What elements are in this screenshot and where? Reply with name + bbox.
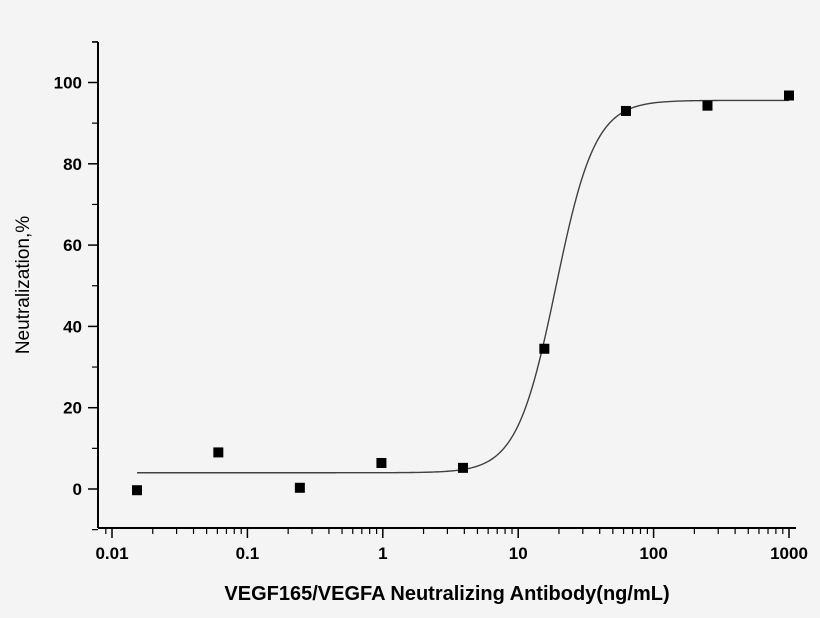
x-tick-label: 0.1	[236, 544, 260, 563]
fit-curve	[137, 99, 789, 474]
x-axis-label: VEGF165/VEGFA Neutralizing Antibody(ng/m…	[224, 583, 669, 605]
x-tick-label: 1000	[770, 544, 808, 563]
y-tick-label: 0	[73, 480, 82, 499]
y-tick-label: 20	[63, 399, 82, 418]
x-tick-label: 10	[509, 544, 528, 563]
data-point	[213, 447, 224, 458]
y-tick-label: 40	[63, 317, 82, 336]
data-point	[132, 485, 143, 496]
data-point	[702, 100, 713, 111]
x-tick-label: 0.01	[95, 544, 128, 563]
fit-curve-line	[137, 99, 789, 474]
axes: 0 20 40 60 80 100 0.01 0.1 1 10 100 1000	[54, 41, 808, 563]
data-point	[457, 462, 468, 473]
data-point	[620, 105, 631, 116]
x-tick-label: 1	[378, 544, 387, 563]
y-tick-label: 100	[54, 74, 82, 93]
y-axis-label: Neutralization,%	[13, 216, 34, 354]
data-points	[132, 90, 794, 496]
data-point	[376, 457, 387, 468]
data-point	[784, 90, 794, 101]
y-tick-label: 80	[63, 155, 82, 174]
x-tick-label: 100	[639, 544, 667, 563]
data-point	[294, 482, 305, 493]
data-point	[539, 343, 550, 354]
y-tick-label: 60	[63, 236, 82, 255]
